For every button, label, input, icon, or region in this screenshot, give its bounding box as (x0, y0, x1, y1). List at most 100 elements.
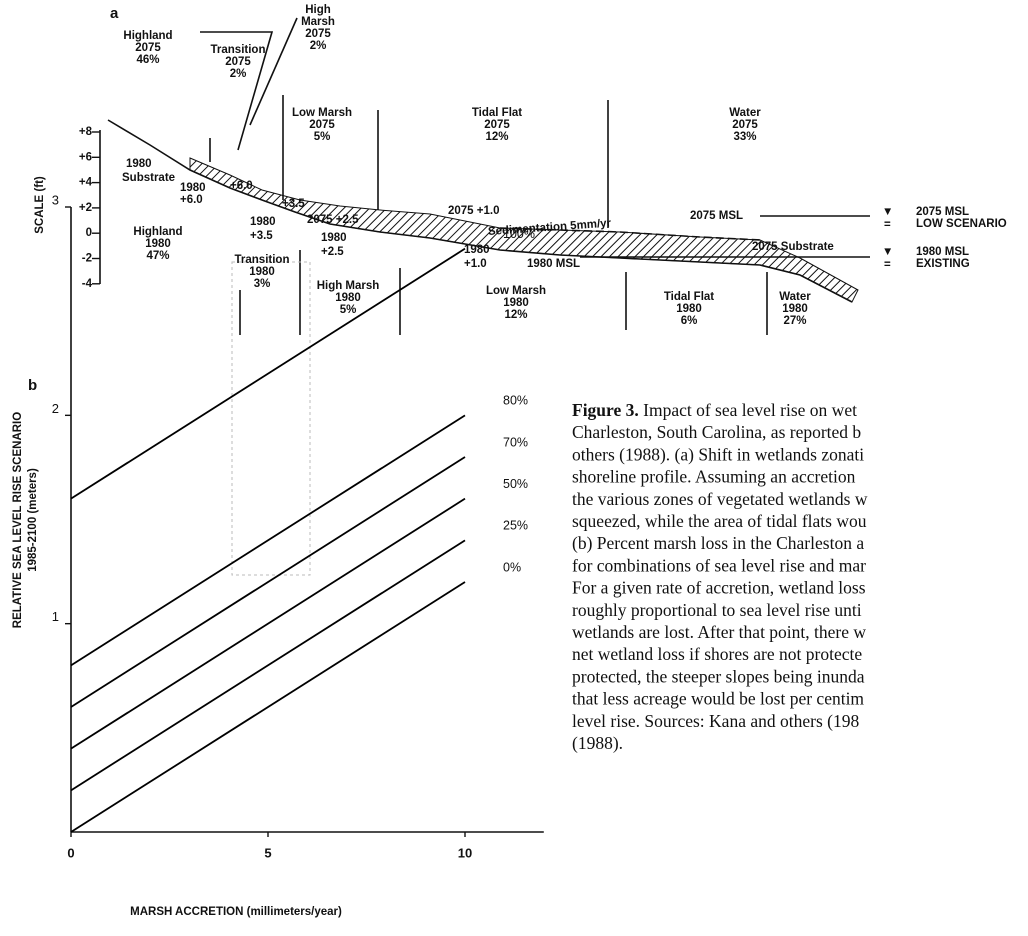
scale-tick-label: +6 (79, 151, 92, 163)
caption-line: squeezed, while the area of tidal flats … (572, 511, 867, 531)
legend-symbol: ▼ (882, 246, 893, 258)
series-line (71, 582, 465, 832)
series-label: 25% (503, 519, 528, 533)
zone-label: Transition (211, 44, 266, 56)
page: ▼ = ▼ = aSCALE (ft)+8+6+4+20-2-4Highland… (0, 0, 1028, 936)
series-label: 100% (503, 227, 535, 241)
annotation: 2075 +1.0 (448, 205, 499, 217)
zone-label: 12% (485, 131, 508, 143)
scale-tick-label: +4 (79, 177, 93, 189)
series-label: 0% (503, 560, 521, 574)
annotation: 1980 (180, 182, 206, 194)
zone-label: Water (729, 107, 761, 119)
zone-label: 2075 (484, 119, 510, 131)
legend-label: 2075 MSL (916, 206, 969, 218)
annotation: +3.5 (250, 230, 273, 242)
zone-label: 2% (310, 40, 327, 52)
axis-label: SCALE (ft) (34, 176, 46, 234)
zone-label: 1980 (676, 303, 702, 315)
series-line (71, 457, 465, 707)
caption-line: Charleston, South Carolina, as reported … (572, 422, 861, 442)
panel-letter: a (110, 5, 119, 22)
annotation: 2075 +2.5 (307, 214, 359, 226)
caption-label: Figure 3. (572, 400, 639, 420)
zone-label: High Marsh (317, 280, 380, 292)
zone-label: 2075 (732, 119, 758, 131)
zone-label: 1980 (145, 238, 171, 250)
annotation: 1980 MSL (527, 258, 580, 270)
caption-line: wetlands are lost. After that point, the… (572, 622, 866, 642)
legend-symbol: = (884, 219, 891, 231)
annotation: 1980 (321, 232, 347, 244)
series-line (71, 540, 465, 790)
zone-label: 1980 (249, 266, 275, 278)
annotation: 1980 (250, 216, 276, 228)
x-tick-label: 5 (264, 845, 271, 860)
zone-label: 3% (254, 278, 271, 290)
annotation: +6.0 (180, 194, 203, 206)
annotation: +3.5 (282, 198, 305, 210)
zone-label: 46% (136, 54, 159, 66)
legend-label: 1980 MSL (916, 246, 969, 258)
zone-label: Highland (133, 226, 182, 238)
annotation: 2075 MSL (690, 210, 743, 222)
series-label: 70% (503, 435, 528, 449)
annotation: Substrate (122, 172, 175, 184)
y-axis-label: 1985-2100 (meters) (27, 468, 39, 572)
legend-label: EXISTING (916, 258, 970, 270)
zone-label: 2075 (135, 42, 161, 54)
zone-label: High (305, 4, 331, 16)
zone-label: 2075 (225, 56, 251, 68)
zone-label: 2075 (305, 28, 331, 40)
annotation: +6.0 (230, 180, 253, 192)
y-tick-label: 2 (52, 401, 59, 416)
caption-line: that less acreage would be lost per cent… (572, 689, 864, 709)
x-tick-label: 10 (458, 845, 472, 860)
y-tick-label: 1 (52, 609, 59, 624)
annotation: 1980 (464, 244, 490, 256)
caption-line: Impact of sea level rise on wet (639, 400, 857, 420)
zone-label: 2075 (309, 119, 335, 131)
annotation: +1.0 (464, 258, 487, 270)
zone-label: 2% (230, 68, 247, 80)
series-label: 80% (503, 394, 528, 408)
zone-label: Low Marsh (486, 285, 546, 297)
caption-line: (b) Percent marsh loss in the Charleston… (572, 533, 864, 553)
x-axis-label: MARSH ACCRETION (millimeters/year) (130, 906, 342, 918)
y-tick-label: 3 (52, 192, 59, 207)
legend-symbol: = (884, 259, 891, 271)
caption-line: level rise. Sources: Kana and others (19… (572, 711, 859, 731)
scale-tick-label: +8 (79, 126, 93, 138)
caption-line: the various zones of vegetated wetlands … (572, 489, 868, 509)
zone-label: 33% (733, 131, 756, 143)
zone-label: Tidal Flat (664, 291, 714, 303)
legend-symbol: ▼ (882, 206, 893, 218)
caption-line: roughly proportional to sea level rise u… (572, 600, 862, 620)
y-axis-label: RELATIVE SEA LEVEL RISE SCENARIO (12, 412, 24, 628)
caption-line: protected, the steeper slopes being inun… (572, 666, 865, 686)
caption-line: for combinations of sea level rise and m… (572, 555, 866, 575)
scale-tick-label: -2 (82, 253, 92, 265)
zone-label: 12% (504, 309, 527, 321)
zone-label: Transition (235, 254, 290, 266)
zone-label: Marsh (301, 16, 335, 28)
zone-label: Water (779, 291, 811, 303)
zone-label: 1980 (335, 292, 361, 304)
annotation: 1980 (126, 158, 152, 170)
zone-label: 47% (146, 250, 169, 262)
x-tick-label: 0 (67, 845, 74, 860)
panel-letter: b (28, 377, 37, 394)
annotation: 2075 Substrate (752, 241, 834, 253)
scan-mark (232, 262, 310, 575)
annotation: +2.5 (321, 246, 344, 258)
zone-label: 1980 (782, 303, 808, 315)
zone-label: 6% (681, 315, 698, 327)
zone-label: 1980 (503, 297, 529, 309)
zone-label: 5% (314, 131, 331, 143)
caption-line: (1988). (572, 733, 623, 753)
zone-label: Highland (123, 30, 172, 42)
scale-tick-label: -4 (82, 278, 93, 290)
scale-tick-label: 0 (86, 227, 92, 239)
series-line (71, 499, 465, 749)
zone-label: 27% (783, 315, 806, 327)
